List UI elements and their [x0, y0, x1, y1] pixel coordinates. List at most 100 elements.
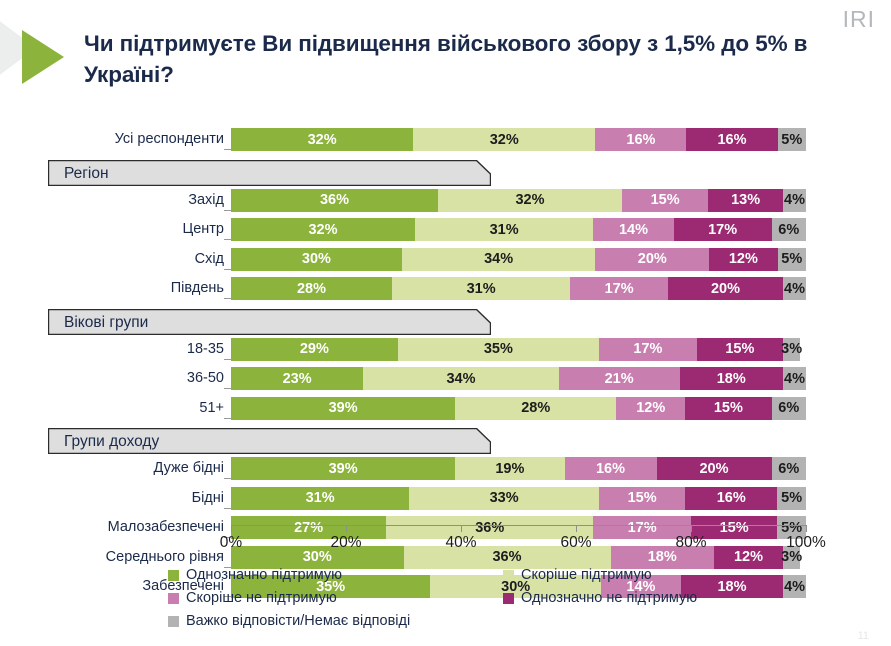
chart-row-label: Усі респонденти — [114, 131, 224, 147]
bar-segment-value: 36% — [319, 192, 350, 208]
bar-segment: 35% — [397, 337, 599, 361]
y-axis-tick — [224, 358, 231, 360]
bar-segment: 12% — [709, 247, 778, 271]
bar-segment: 31% — [415, 218, 594, 241]
bar-segment-value: 5% — [781, 519, 803, 536]
section-banner: Групи доходу — [48, 428, 491, 454]
chart-row: Схід 30% 34% 20% 12% 5% — [0, 247, 891, 271]
bar-segment-value: 18% — [716, 370, 746, 387]
bar-segment-value: 20% — [637, 251, 667, 267]
page-number: 11 — [857, 630, 869, 642]
bar-segment: 39% — [231, 396, 456, 420]
bar-segment-value: 27% — [294, 519, 324, 536]
legend-label: Скоріше не підтримую — [186, 590, 337, 606]
bar-segment: 13% — [708, 188, 783, 212]
bar-segment-value: 31% — [466, 280, 496, 297]
bar-segment-value: 6% — [778, 460, 800, 477]
chart-row-label: Малозабезпечені — [107, 519, 224, 535]
bar-segment: 17% — [570, 277, 668, 300]
x-axis-tick — [806, 525, 807, 532]
bar-segment-value: 30% — [301, 251, 331, 267]
section-banner-label: Групи доходу — [64, 433, 160, 450]
legend-swatch-icon — [168, 592, 179, 604]
bar-segment: 12% — [616, 396, 686, 420]
legend-label: Важко відповісти/Немає відповіді — [186, 613, 411, 629]
stacked-bar: 23% 34% 21% 18% 4% — [231, 367, 806, 390]
bar-segment: 36% — [231, 188, 438, 212]
legend-item[interactable]: Важко відповісти/Немає відповіді — [168, 613, 410, 629]
bar-segment: 16% — [686, 128, 778, 151]
legend-label: Скоріше підтримую — [521, 567, 652, 583]
bar-segment-value: 31% — [305, 490, 335, 506]
bar-segment: 14% — [593, 218, 674, 241]
legend-item[interactable]: Скоріше не підтримую — [168, 590, 337, 606]
chart-row: 51+ 39% 28% 12% 15% 6% — [0, 396, 891, 420]
page-title: Чи підтримуєте Ви підвищення військового… — [84, 31, 808, 88]
legend-label: Однозначно підтримую — [186, 567, 342, 583]
bar-segment: 6% — [771, 396, 806, 420]
stacked-bar: 27% 36% 17% 15% 5% — [231, 516, 806, 539]
bar-segment: 31% — [231, 486, 410, 510]
bar-segment-value: 21% — [604, 370, 634, 387]
legend-item[interactable]: Однозначно не підтримую — [503, 590, 697, 606]
bar-segment-value: 12% — [728, 251, 758, 267]
x-axis-tick-label: 20% — [330, 534, 362, 551]
bar-segment-value: 17% — [604, 280, 634, 297]
bar-segment-value: 3% — [781, 341, 803, 357]
chart-row: 36-50 23% 34% 21% 18% 4% — [0, 367, 891, 390]
bar-segment: 4% — [783, 277, 806, 300]
section-banner: Вікові групи — [48, 308, 491, 335]
stacked-bar: 36% 32% 15% 13% 4% — [231, 188, 806, 212]
stacked-bar: 28% 31% 17% 20% 4% — [231, 277, 806, 300]
chart-row-label: Південь — [170, 280, 224, 296]
y-axis-tick — [224, 566, 231, 568]
bar-segment-value: 6% — [778, 221, 800, 238]
legend-swatch-icon — [168, 569, 179, 581]
bar-segment-value: 12% — [636, 400, 666, 416]
bar-segment-value: 32% — [308, 221, 338, 238]
y-axis-tick — [224, 149, 231, 150]
bar-segment: 5% — [777, 516, 806, 539]
bar-segment-value: 14% — [618, 221, 649, 238]
bar-segment: 15% — [691, 516, 778, 539]
bar-segment-value: 5% — [781, 490, 803, 506]
stacked-bar: 29% 35% 17% 15% 3% — [231, 337, 806, 361]
bar-segment-value: 31% — [489, 221, 519, 238]
legend-row: Важко відповісти/Немає відповіді — [168, 613, 868, 636]
bar-segment: 20% — [668, 277, 783, 300]
bar-segment-value: 32% — [307, 131, 337, 148]
bar-segment-value: 4% — [784, 192, 805, 208]
bar-segment: 28% — [455, 396, 617, 420]
section-banner-label: Регіон — [64, 164, 109, 182]
legend-item[interactable]: Скоріше підтримую — [503, 567, 652, 583]
chart-row: Південь 28% 31% 17% 20% 4% — [0, 277, 891, 300]
legend-item[interactable]: Однозначно підтримую — [168, 567, 342, 583]
bar-segment-value: 35% — [483, 341, 513, 357]
bar-segment-value: 28% — [521, 400, 551, 416]
chart-row-label: Середнього рівня — [105, 548, 224, 565]
bar-segment: 15% — [622, 188, 709, 212]
bar-segment: 4% — [783, 575, 806, 598]
y-axis-tick — [224, 417, 231, 419]
chart-legend: Однозначно підтримую Скоріше підтримую Ско… — [168, 567, 868, 636]
x-axis-tick — [231, 525, 232, 532]
bar-segment: 17% — [599, 337, 697, 361]
bar-segment-value: 17% — [708, 221, 738, 238]
bar-segment: 5% — [777, 128, 806, 151]
bar-segment-value: 16% — [626, 131, 656, 148]
bar-segment: 30% — [231, 545, 404, 569]
legend-swatch-icon — [168, 615, 179, 627]
bar-segment-value: 15% — [627, 490, 657, 506]
bar-segment: 27% — [231, 516, 387, 539]
bar-segment: 3% — [781, 337, 803, 361]
stacked-bar: 39% 28% 12% 15% 6% — [231, 396, 806, 420]
x-axis-tick — [691, 525, 692, 532]
bar-segment: 18% — [679, 367, 783, 390]
bar-segment: 20% — [595, 247, 710, 271]
stacked-bar: 31% 33% 15% 16% 5% — [231, 486, 806, 510]
bar-segment-value: 34% — [446, 370, 476, 387]
bar-segment: 23% — [231, 367, 364, 390]
chart-row-label: Забезпечені — [142, 578, 224, 594]
bar-segment: 4% — [783, 188, 806, 212]
bar-segment-value: 23% — [282, 370, 312, 387]
